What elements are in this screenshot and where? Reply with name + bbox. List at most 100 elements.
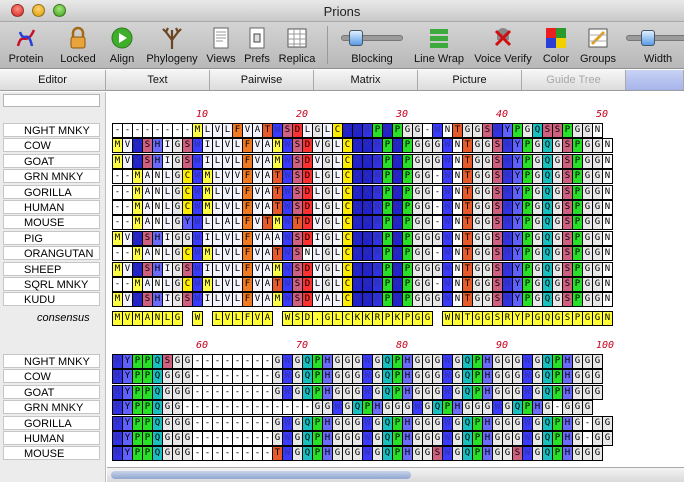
sequence-name[interactable]: GORILLA <box>3 184 100 199</box>
protein-button[interactable]: Protein <box>6 25 46 67</box>
sequence-name[interactable]: MOUSE <box>3 215 100 230</box>
line-wrap-icon <box>430 29 448 48</box>
position-tick: 10 <box>196 109 209 120</box>
width-slider-knob[interactable] <box>641 30 655 46</box>
horizontal-scrollbar[interactable] <box>107 467 684 482</box>
sequence-name[interactable]: GORILLA <box>3 415 100 430</box>
lock-icon <box>70 26 86 49</box>
consensus-label: consensus <box>37 311 90 324</box>
residue-cell[interactable]: N <box>602 169 613 185</box>
tab-matrix[interactable]: Matrix <box>314 70 418 90</box>
consensus-cell[interactable]: W <box>192 310 203 326</box>
sequence-name[interactable]: SQRL MNKY <box>3 277 100 291</box>
residue-cell[interactable]: G <box>592 446 603 462</box>
consensus-cell[interactable]: G <box>172 310 183 326</box>
consensus-cell[interactable]: N <box>602 310 613 326</box>
sequence-name[interactable]: ORANGUTAN <box>3 246 100 261</box>
locked-button[interactable]: Locked <box>55 25 101 67</box>
title-bar: Prions <box>0 0 684 22</box>
position-tick: 60 <box>196 340 209 351</box>
toolbar-separator <box>327 26 328 64</box>
residue-cell[interactable]: N <box>602 246 613 262</box>
tab-text[interactable]: Text <box>106 70 210 90</box>
sequence-name[interactable]: NGHT MNKY <box>3 123 100 137</box>
align-button[interactable]: Align <box>106 25 138 67</box>
sequence-name[interactable]: MOUSE <box>3 446 100 461</box>
position-tick: 40 <box>496 109 509 120</box>
residue-cell[interactable]: G <box>602 415 613 431</box>
sequence-name[interactable]: GRN MNKY <box>3 400 100 415</box>
residue-cell[interactable]: N <box>602 184 613 200</box>
minimize-button[interactable] <box>32 4 45 17</box>
residue-cell[interactable]: G <box>592 354 603 369</box>
width-slider[interactable] <box>626 30 684 46</box>
horizontal-scroll-thumb[interactable] <box>111 471 411 479</box>
consensus-cell[interactable]: A <box>262 310 273 326</box>
prefs-button[interactable]: Prefs <box>242 25 272 67</box>
sequence-name[interactable]: HUMAN <box>3 431 100 445</box>
phylogeny-button[interactable]: Phylogeny <box>143 25 201 67</box>
line-wrap-button[interactable]: Line Wrap <box>412 25 466 67</box>
position-tick: 100 <box>596 340 615 351</box>
residue-cell[interactable]: N <box>602 277 613 292</box>
residue-cell[interactable]: G <box>582 400 593 416</box>
residue-cell[interactable]: G <box>592 369 603 385</box>
sequence-name[interactable]: NGHT MNKY <box>3 354 100 368</box>
sequence-name[interactable]: GOAT <box>3 384 100 399</box>
sequence-name[interactable]: COW <box>3 369 100 384</box>
sequence-name[interactable]: SHEEP <box>3 261 100 276</box>
blocking-slider[interactable] <box>341 30 403 46</box>
sequence-name[interactable]: HUMAN <box>3 200 100 214</box>
color-button[interactable]: Color <box>540 25 572 67</box>
width-control[interactable]: Width <box>622 25 684 67</box>
residue-cell[interactable]: N <box>602 215 613 231</box>
voice-verify-button[interactable]: Voice Verify <box>472 25 534 67</box>
residue-cell[interactable]: G <box>602 431 613 446</box>
replica-icon <box>287 28 307 48</box>
residue-cell[interactable]: N <box>602 153 613 169</box>
sequence-name[interactable]: PIG <box>3 230 100 245</box>
views-button[interactable]: Views <box>203 25 239 67</box>
sequence-name[interactable]: KUDU <box>3 292 100 307</box>
tab-picture[interactable]: Picture <box>418 70 522 90</box>
tab-editor[interactable]: Editor <box>0 70 106 90</box>
close-button[interactable] <box>11 4 24 17</box>
residue-cell[interactable]: G <box>592 384 603 400</box>
residue-cell[interactable]: N <box>602 292 613 308</box>
name-search-box[interactable] <box>3 94 100 107</box>
position-tick: 90 <box>496 340 509 351</box>
residue-cell[interactable]: N <box>602 261 613 277</box>
residue-cell[interactable]: N <box>602 138 613 154</box>
groups-button[interactable]: Groups <box>577 25 619 67</box>
position-tick: 50 <box>596 109 609 120</box>
residue-cell[interactable]: N <box>602 200 613 215</box>
tab-guide-tree[interactable]: Guide Tree <box>522 70 626 90</box>
consensus-cell[interactable]: G <box>422 310 433 326</box>
sequence-name[interactable]: GOAT <box>3 153 100 168</box>
residue-cell[interactable]: N <box>602 230 613 246</box>
zoom-button[interactable] <box>53 4 66 17</box>
alignment-view[interactable]: 10 20 30 40 50 - - - - - - - - M L V L F V A T W S D L G L C K K R P K P G… <box>107 92 684 467</box>
sequence-name[interactable]: COW <box>3 138 100 153</box>
tree-icon <box>162 27 182 49</box>
sequence-name[interactable]: GRN MNKY <box>3 169 100 184</box>
replica-button[interactable]: Replica <box>276 25 318 67</box>
blocking-slider-knob[interactable] <box>349 30 364 46</box>
tab-pairwise[interactable]: Pairwise <box>210 70 314 90</box>
voice-verify-icon <box>494 28 512 47</box>
views-icon <box>213 27 229 49</box>
residue-cell[interactable]: N <box>592 123 603 138</box>
blocking-control[interactable]: Blocking <box>333 25 411 67</box>
